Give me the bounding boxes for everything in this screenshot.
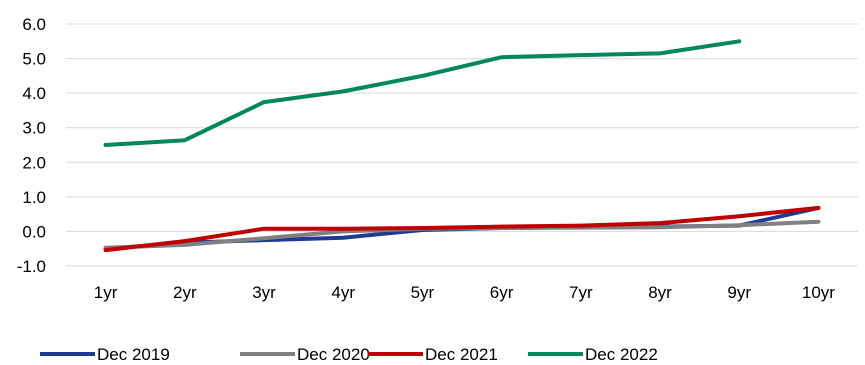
x-tick-label: 9yr — [727, 283, 751, 302]
y-tick-label: 4.0 — [22, 84, 46, 103]
series-lines — [103, 39, 821, 253]
y-tick-label: -1.0 — [17, 257, 46, 276]
x-tick-label: 10yr — [802, 283, 835, 302]
gridlines — [66, 23, 858, 267]
legend-label: Dec 2020 — [297, 345, 370, 364]
x-axis-ticks: 1yr 2yr 3yr 4yr 5yr 6yr 7yr 8yr 9yr 10yr — [94, 283, 835, 302]
x-tick-label: 1yr — [94, 283, 118, 302]
y-tick-label: 6.0 — [22, 15, 46, 34]
y-tick-label: 0.0 — [22, 222, 46, 241]
y-axis-ticks: -1.0 0.0 1.0 2.0 3.0 4.0 5.0 6.0 — [17, 15, 46, 276]
series-line-dec-2022 — [103, 39, 742, 147]
legend: Dec 2019 Dec 2020 Dec 2021 Dec 2022 — [40, 345, 658, 364]
x-tick-label: 6yr — [490, 283, 514, 302]
legend-label: Dec 2021 — [425, 345, 498, 364]
legend-label: Dec 2019 — [97, 345, 170, 364]
legend-label: Dec 2022 — [585, 345, 658, 364]
x-tick-label: 5yr — [411, 283, 435, 302]
y-tick-label: 1.0 — [22, 188, 46, 207]
x-tick-label: 3yr — [252, 283, 276, 302]
x-tick-label: 8yr — [648, 283, 672, 302]
x-tick-label: 7yr — [569, 283, 593, 302]
x-tick-label: 4yr — [331, 283, 355, 302]
y-tick-label: 2.0 — [22, 153, 46, 172]
x-tick-label: 2yr — [173, 283, 197, 302]
y-tick-label: 5.0 — [22, 50, 46, 69]
series-line-dec-2021 — [103, 205, 821, 253]
y-tick-label: 3.0 — [22, 119, 46, 138]
